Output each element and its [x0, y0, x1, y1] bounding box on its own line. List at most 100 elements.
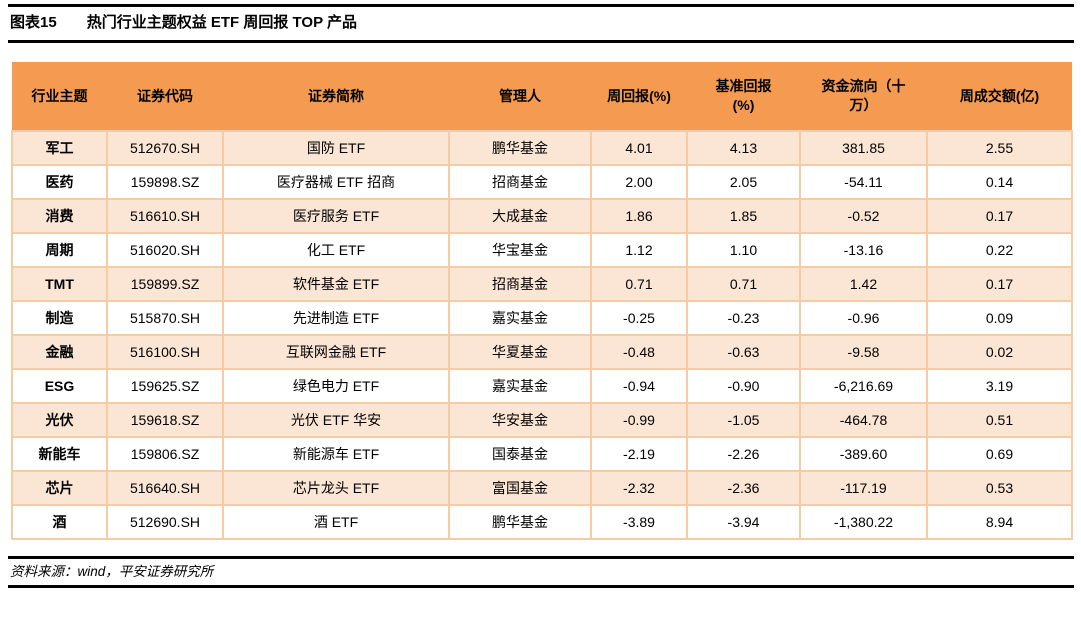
- column-header-ticker: 证券代码: [107, 62, 223, 131]
- cell-weekly-return: -2.32: [590, 470, 688, 506]
- table-row: 酒 512690.SH 酒 ETF 鹏华基金 -3.89 -3.94 -1,380.22 8.…: [11, 504, 1073, 540]
- table-row: 消费 516610.SH 医疗服务 ETF 大成基金 1.86 1.85 -0.52 0.17: [11, 198, 1073, 234]
- table-row: 军工 512670.SH 国防 ETF 鹏华基金 4.01 4.13 381.85 2.55: [11, 130, 1073, 166]
- cell-weekly-turnover: 0.53: [926, 470, 1073, 506]
- cell-benchmark-return: 1.85: [686, 198, 801, 234]
- column-header-industry-theme: 行业主题: [12, 62, 107, 131]
- table-row: 金融 516100.SH 互联网金融 ETF 华夏基金 -0.48 -0.63 -9.58 0…: [11, 334, 1073, 370]
- cell-weekly-return: -0.25: [590, 300, 688, 336]
- cell-weekly-turnover: 8.94: [926, 504, 1073, 540]
- cell-manager: 嘉实基金: [448, 368, 592, 404]
- cell-weekly-return: 0.71: [590, 266, 688, 302]
- cell-manager: 鹏华基金: [448, 130, 592, 166]
- cell-weekly-return: 1.86: [590, 198, 688, 234]
- cell-fund-name: 新能源车 ETF: [222, 436, 450, 472]
- cell-industry-theme: 周期: [11, 232, 108, 268]
- cell-weekly-turnover: 0.17: [926, 266, 1073, 302]
- cell-benchmark-return: 0.71: [686, 266, 801, 302]
- table-row: 新能车 159806.SZ 新能源车 ETF 国泰基金 -2.19 -2.26 -389.6…: [11, 436, 1073, 472]
- cell-weekly-return: -2.19: [590, 436, 688, 472]
- cell-benchmark-return: 4.13: [686, 130, 801, 166]
- cell-benchmark-return: 2.05: [686, 164, 801, 200]
- cell-fund-name: 先进制造 ETF: [222, 300, 450, 336]
- cell-manager: 华安基金: [448, 402, 592, 438]
- cell-manager: 鹏华基金: [448, 504, 592, 540]
- cell-industry-theme: 新能车: [11, 436, 108, 472]
- cell-benchmark-return: -2.26: [686, 436, 801, 472]
- cell-benchmark-return: -0.23: [686, 300, 801, 336]
- table-row: 周期 516020.SH 化工 ETF 华宝基金 1.12 1.10 -13.16 0.22: [11, 232, 1073, 268]
- cell-ticker: 516610.SH: [106, 198, 224, 234]
- cell-industry-theme: 芯片: [11, 470, 108, 506]
- cell-manager: 招商基金: [448, 266, 592, 302]
- cell-fund-flow: -54.11: [799, 164, 928, 200]
- cell-weekly-turnover: 0.02: [926, 334, 1073, 370]
- cell-benchmark-return: -0.90: [686, 368, 801, 404]
- cell-fund-flow: -464.78: [799, 402, 928, 438]
- cell-fund-name: 绿色电力 ETF: [222, 368, 450, 404]
- cell-weekly-return: -0.94: [590, 368, 688, 404]
- cell-fund-flow: -1,380.22: [799, 504, 928, 540]
- etf-return-table: 行业主题 证券代码 证券简称 管理人 周回报(%) 基准回报 (%) 资金流向（十 万） 周成…: [11, 62, 1073, 540]
- cell-manager: 富国基金: [448, 470, 592, 506]
- cell-ticker: 512690.SH: [106, 504, 224, 540]
- cell-manager: 招商基金: [448, 164, 592, 200]
- cell-ticker: 159899.SZ: [106, 266, 224, 302]
- column-header-fund-flow: 资金流向（十 万）: [800, 62, 927, 131]
- cell-fund-name: 医疗服务 ETF: [222, 198, 450, 234]
- cell-weekly-return: 4.01: [590, 130, 688, 166]
- cell-weekly-return: -3.89: [590, 504, 688, 540]
- cell-industry-theme: 光伏: [11, 402, 108, 438]
- cell-fund-name: 芯片龙头 ETF: [222, 470, 450, 506]
- cell-benchmark-return: -1.05: [686, 402, 801, 438]
- cell-weekly-return: 2.00: [590, 164, 688, 200]
- cell-industry-theme: 金融: [11, 334, 108, 370]
- cell-fund-name: 互联网金融 ETF: [222, 334, 450, 370]
- cell-fund-flow: -6,216.69: [799, 368, 928, 404]
- cell-ticker: 516100.SH: [106, 334, 224, 370]
- table-header: 行业主题 证券代码 证券简称 管理人 周回报(%) 基准回报 (%) 资金流向（十 万） 周成…: [12, 62, 1072, 131]
- cell-manager: 国泰基金: [448, 436, 592, 472]
- cell-ticker: 159898.SZ: [106, 164, 224, 200]
- cell-benchmark-return: -3.94: [686, 504, 801, 540]
- cell-ticker: 159806.SZ: [106, 436, 224, 472]
- cell-manager: 大成基金: [448, 198, 592, 234]
- cell-industry-theme: TMT: [11, 266, 108, 302]
- cell-ticker: 515870.SH: [106, 300, 224, 336]
- cell-ticker: 512670.SH: [106, 130, 224, 166]
- column-header-benchmark-return: 基准回报 (%): [687, 62, 800, 131]
- cell-benchmark-return: -0.63: [686, 334, 801, 370]
- cell-industry-theme: 酒: [11, 504, 108, 540]
- cell-fund-flow: -117.19: [799, 470, 928, 506]
- cell-industry-theme: 制造: [11, 300, 108, 336]
- cell-fund-flow: 1.42: [799, 266, 928, 302]
- cell-manager: 华宝基金: [448, 232, 592, 268]
- cell-fund-flow: -0.96: [799, 300, 928, 336]
- cell-weekly-return: -0.48: [590, 334, 688, 370]
- cell-manager: 华夏基金: [448, 334, 592, 370]
- cell-ticker: 516640.SH: [106, 470, 224, 506]
- table-row: 芯片 516640.SH 芯片龙头 ETF 富国基金 -2.32 -2.36 -117.19…: [11, 470, 1073, 506]
- cell-benchmark-return: 1.10: [686, 232, 801, 268]
- cell-weekly-turnover: 2.55: [926, 130, 1073, 166]
- cell-fund-name: 国防 ETF: [222, 130, 450, 166]
- figure-number: 图表15: [10, 14, 57, 31]
- cell-manager: 嘉实基金: [448, 300, 592, 336]
- cell-weekly-return: 1.12: [590, 232, 688, 268]
- table-row: 医药 159898.SZ 医疗器械 ETF 招商 招商基金 2.00 2.05 -54.11…: [11, 164, 1073, 200]
- cell-fund-flow: -389.60: [799, 436, 928, 472]
- column-header-manager: 管理人: [449, 62, 591, 131]
- cell-ticker: 516020.SH: [106, 232, 224, 268]
- table-header-row: 行业主题 证券代码 证券简称 管理人 周回报(%) 基准回报 (%) 资金流向（十 万） 周成…: [12, 62, 1072, 131]
- cell-weekly-return: -0.99: [590, 402, 688, 438]
- column-header-weekly-return: 周回报(%): [591, 62, 687, 131]
- cell-fund-name: 软件基金 ETF: [222, 266, 450, 302]
- cell-fund-flow: 381.85: [799, 130, 928, 166]
- cell-weekly-turnover: 0.22: [926, 232, 1073, 268]
- table-row: ESG 159625.SZ 绿色电力 ETF 嘉实基金 -0.94 -0.90 -6,216…: [11, 368, 1073, 404]
- cell-ticker: 159625.SZ: [106, 368, 224, 404]
- table-body: 军工 512670.SH 国防 ETF 鹏华基金 4.01 4.13 381.85 2.55 医…: [11, 130, 1073, 540]
- cell-weekly-turnover: 0.51: [926, 402, 1073, 438]
- table-row: 光伏 159618.SZ 光伏 ETF 华安 华安基金 -0.99 -1.05 -464.7…: [11, 402, 1073, 438]
- cell-weekly-turnover: 0.09: [926, 300, 1073, 336]
